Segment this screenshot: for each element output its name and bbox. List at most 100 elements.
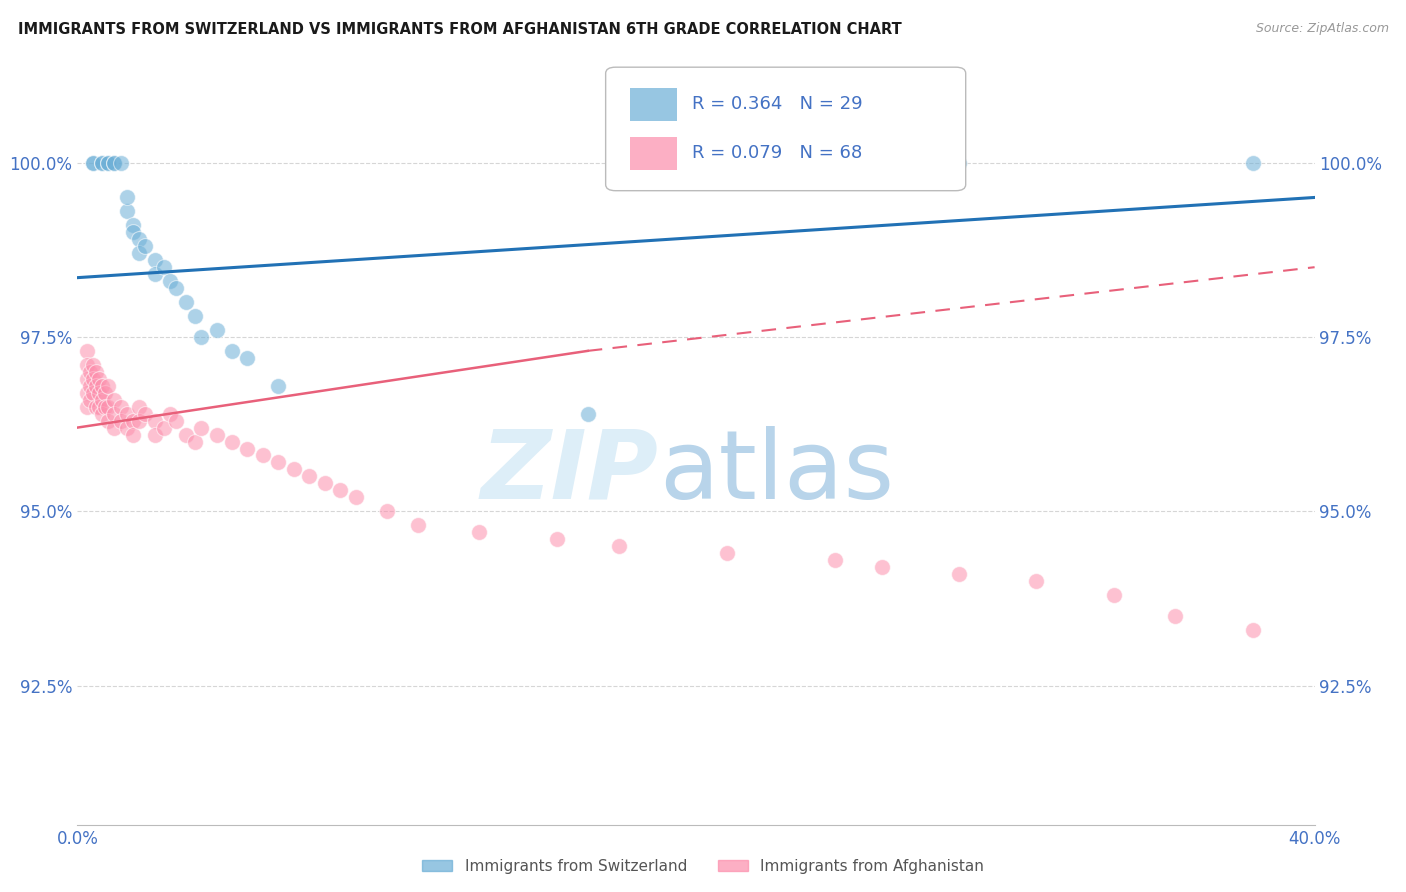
Point (122, 414, 145, 428)
Point (97, 155, 120, 169)
Point (267, 455, 290, 469)
Point (174, 427, 197, 442)
Point (406, 518, 429, 533)
Text: R = 0.079   N = 68: R = 0.079 N = 68 (692, 145, 862, 162)
Point (87, 400, 110, 414)
Point (134, 407, 156, 421)
Point (236, 351, 259, 365)
Point (82, 385, 104, 400)
Point (103, 392, 125, 407)
Point (468, 525, 491, 540)
Point (607, 539, 630, 553)
Text: R = 0.364   N = 29: R = 0.364 N = 29 (692, 95, 863, 113)
Point (948, 567, 970, 582)
Point (205, 427, 228, 442)
Text: IMMIGRANTS FROM SWITZERLAND VS IMMIGRANTS FROM AFGHANISTAN 6TH GRADE CORRELATION: IMMIGRANTS FROM SWITZERLAND VS IMMIGRANT… (18, 22, 903, 37)
Point (576, 407, 599, 421)
Point (190, 330, 212, 344)
Point (84, 378, 107, 392)
Point (375, 504, 398, 518)
Point (97, 378, 120, 392)
FancyBboxPatch shape (630, 136, 678, 170)
FancyBboxPatch shape (606, 67, 966, 191)
Point (128, 414, 150, 428)
Point (110, 400, 132, 414)
Text: atlas: atlas (659, 425, 894, 519)
Point (91, 155, 114, 169)
Point (115, 407, 138, 421)
Point (870, 560, 893, 574)
Point (298, 469, 321, 483)
Point (1025, 574, 1047, 588)
Point (184, 434, 207, 449)
Point (91, 407, 114, 421)
Point (184, 309, 207, 323)
Point (94, 385, 117, 400)
Point (91, 378, 114, 392)
Point (115, 190, 138, 204)
Point (143, 253, 166, 268)
Point (134, 239, 156, 253)
Point (82, 358, 104, 372)
Point (221, 434, 243, 449)
Point (1164, 608, 1187, 623)
Point (314, 476, 336, 491)
FancyBboxPatch shape (630, 87, 678, 121)
Point (153, 260, 176, 275)
Point (143, 267, 166, 281)
Point (190, 420, 212, 434)
Point (716, 546, 738, 560)
Point (79, 392, 101, 407)
Point (91, 392, 114, 407)
Point (159, 274, 181, 288)
Point (128, 232, 150, 246)
Point (115, 204, 138, 219)
Point (103, 155, 125, 169)
Point (97, 400, 120, 414)
Point (948, 155, 970, 169)
Point (546, 532, 568, 546)
Point (76, 358, 98, 372)
Point (84, 365, 107, 379)
Point (122, 427, 145, 442)
Point (82, 155, 104, 169)
Text: Source: ZipAtlas.com: Source: ZipAtlas.com (1256, 22, 1389, 36)
Point (329, 483, 352, 498)
Point (283, 462, 305, 476)
Point (1241, 623, 1264, 637)
Point (252, 449, 274, 463)
Point (110, 414, 132, 428)
Legend: Immigrants from Switzerland, Immigrants from Afghanistan: Immigrants from Switzerland, Immigrants … (416, 853, 990, 880)
Point (76, 372, 98, 386)
Point (122, 219, 145, 233)
Point (159, 407, 181, 421)
Point (82, 155, 104, 169)
Point (87, 385, 110, 400)
Point (165, 281, 187, 295)
Point (221, 343, 243, 358)
Point (82, 372, 104, 386)
Point (153, 420, 176, 434)
Point (1102, 588, 1125, 602)
Point (103, 155, 125, 169)
Point (76, 343, 98, 358)
Point (87, 372, 110, 386)
Point (143, 427, 166, 442)
Point (122, 225, 145, 239)
Point (103, 407, 125, 421)
Point (128, 400, 150, 414)
Point (236, 442, 259, 456)
Point (143, 414, 166, 428)
Point (76, 400, 98, 414)
Point (79, 365, 101, 379)
Point (84, 400, 107, 414)
Point (174, 295, 197, 310)
Point (115, 420, 138, 434)
Point (267, 378, 290, 392)
Point (165, 414, 187, 428)
Point (94, 400, 117, 414)
Point (103, 420, 125, 434)
Point (128, 246, 150, 260)
Point (344, 491, 367, 505)
Point (205, 323, 228, 337)
